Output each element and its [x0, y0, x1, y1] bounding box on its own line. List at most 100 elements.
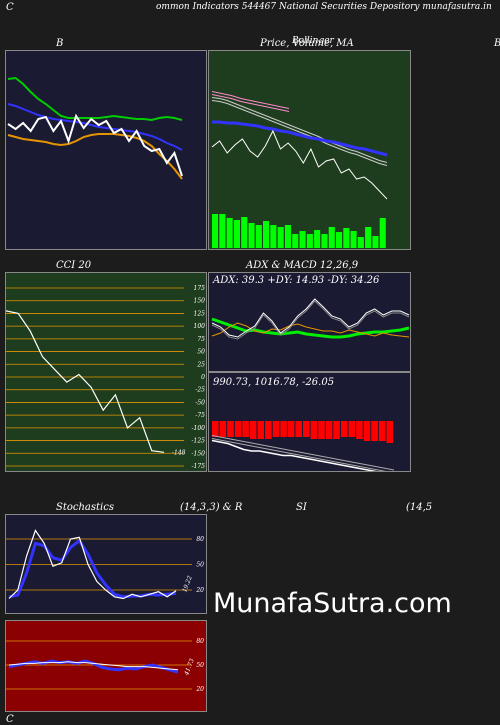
volume-bar — [277, 227, 284, 248]
adx-chart — [211, 298, 410, 340]
page-title: ommon Indicators 544467 National Securit… — [156, 2, 492, 12]
adx-series-2 — [211, 298, 410, 338]
macd-histogram-bar — [249, 421, 257, 439]
rsi-tick-label: 80 — [196, 638, 204, 645]
volume-bar — [321, 234, 328, 248]
price-ma-outline-1 — [211, 97, 388, 163]
rsi-last-value: 41.73 — [183, 658, 196, 678]
cci-tick-label: -175 — [192, 463, 206, 470]
macd-histogram-bar — [280, 421, 287, 437]
cci-tick-label: 75 — [197, 336, 205, 343]
volume-bar — [212, 214, 219, 248]
macd-histogram-bar — [371, 421, 378, 441]
volume-bar — [343, 228, 350, 248]
cci-chart: 175 150 125 100 75 50 25 0 -25 -50 -75 -100 -125 -150… — [6, 285, 206, 470]
price-panel — [208, 50, 411, 250]
price-title-overlay: Bollinger — [292, 36, 334, 46]
macd-histogram-bar — [272, 421, 280, 437]
stoch-title: Stochastics — [56, 502, 114, 513]
macd-histogram-bar — [363, 421, 371, 441]
rsi-ma-line — [8, 661, 179, 671]
cci-tick-label: -75 — [195, 412, 205, 419]
stoch-tick-label: 50 — [196, 562, 204, 569]
bollinger-series-3 — [7, 113, 183, 177]
volume-bar — [241, 217, 248, 248]
footer-left-letter: C — [6, 714, 14, 725]
price-ma-1 — [211, 100, 388, 166]
stoch-title-params: (14,3,3) & R — [180, 502, 243, 513]
adx-series-1 — [211, 322, 410, 338]
macd-histogram-bar — [257, 421, 265, 439]
volume-bar — [233, 220, 240, 248]
macd-histogram-bar — [310, 421, 318, 439]
stoch-d-line — [8, 538, 177, 599]
adx-minus-dy-shadow — [211, 300, 410, 340]
stoch-panel: 80 50 20 19.22 — [5, 514, 207, 614]
volume-bar — [336, 232, 343, 248]
cci-tick-label: 175 — [194, 285, 206, 292]
volume-bar — [270, 225, 277, 248]
volume-bar — [372, 236, 379, 248]
volume-bar — [350, 231, 357, 248]
bollinger-series-0 — [7, 76, 183, 122]
header-left-letter: C — [6, 2, 14, 13]
rsi-title-params: (14,5 — [406, 502, 433, 513]
cci-tick-label: -100 — [192, 425, 206, 432]
volume-bar — [314, 230, 321, 248]
adx-title: ADX & MACD 12,26,9 — [246, 260, 359, 271]
rsi-tick-label: 20 — [195, 686, 204, 693]
cci-tick-label: -150 — [192, 450, 206, 457]
macd-panel: 990.73, 1016.78, -26.05 — [208, 372, 411, 472]
volume-bar — [299, 231, 306, 248]
macd-chart — [211, 421, 395, 471]
macd-histogram-bar — [318, 421, 325, 439]
bollinger-series-2 — [7, 133, 183, 180]
volume-bar — [284, 225, 291, 248]
volume-bar — [255, 225, 262, 248]
stoch-k-line — [8, 529, 177, 600]
adx-series-0 — [211, 317, 410, 339]
stoch-tick-label: 20 — [195, 587, 204, 594]
volume-bar — [365, 227, 372, 248]
rsi-title: SI — [296, 502, 307, 513]
volume-bar — [306, 234, 313, 248]
price-right-edge-letter: B — [494, 38, 500, 49]
macd-line — [211, 439, 377, 471]
macd-signal-line — [211, 435, 395, 471]
cci-tick-label: -50 — [195, 399, 205, 406]
cci-tick-label: 25 — [196, 361, 205, 368]
macd-histogram-bar — [303, 421, 310, 437]
macd-histogram-bar — [227, 421, 234, 437]
cci-tick-label: -125 — [192, 438, 206, 445]
macd-histogram-bar — [234, 421, 242, 437]
price-chart — [211, 91, 388, 248]
bollinger-chart — [7, 76, 183, 180]
cci-title: CCI 20 — [56, 260, 92, 271]
price-series-2 — [212, 120, 388, 157]
macd-histogram-bar — [265, 421, 272, 439]
cci-tick-label: -25 — [195, 387, 205, 394]
cci-line — [6, 310, 165, 453]
macd-histogram-bar — [287, 421, 295, 437]
price-title: Price, Volume, MA — [260, 38, 354, 49]
volume-bar — [248, 223, 255, 248]
volume-bar — [292, 234, 299, 248]
macd-histogram-bar — [295, 421, 302, 437]
macd-histogram-bar — [356, 421, 363, 439]
bollinger-panel — [5, 50, 207, 250]
stoch-last-value: 19.22 — [181, 575, 194, 594]
rsi-panel: 80 50 20 41.73 — [5, 620, 207, 712]
adx-panel: ADX: 39.3 +DY: 14.93 -DY: 34.26 — [208, 272, 411, 372]
volume-bar — [357, 237, 364, 248]
adx-values-label: ADX: 39.3 +DY: 14.93 -DY: 34.26 — [213, 275, 380, 286]
macd-histogram-bar — [212, 421, 219, 437]
rsi-chart: 80 50 20 41.73 — [6, 638, 204, 693]
macd-histogram-bar — [378, 421, 386, 441]
macd-histogram-bar — [333, 421, 340, 439]
volume-bar — [219, 214, 226, 248]
volume-bar — [263, 221, 270, 248]
bollinger-series-1 — [7, 103, 183, 151]
volume-bar — [379, 218, 386, 248]
cci-tick-label: 125 — [194, 310, 206, 317]
